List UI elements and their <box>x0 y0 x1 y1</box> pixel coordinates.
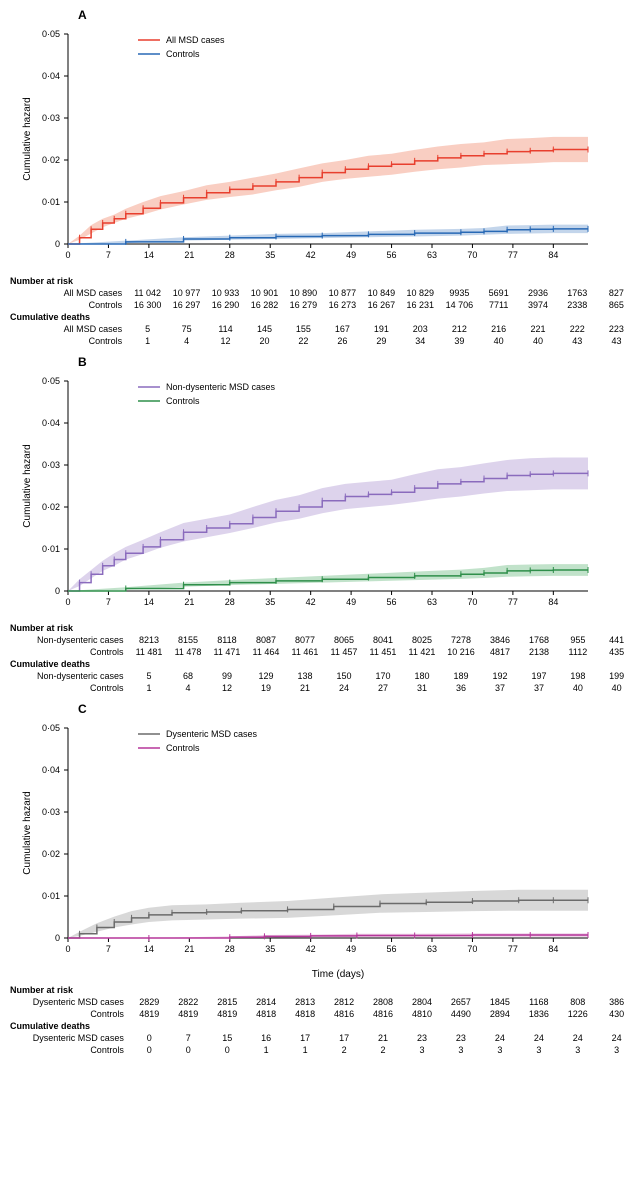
hazard-chart-B: 0 0·01 0·02 0·03 0·04 0·05 0 7 14 21 28 35 42 49 56 63 7… <box>8 371 608 615</box>
svg-text:63: 63 <box>427 250 437 260</box>
svg-text:21: 21 <box>184 250 194 260</box>
svg-text:0·05: 0·05 <box>42 376 60 386</box>
svg-text:42: 42 <box>306 250 316 260</box>
figure-root: A 0 0·01 0·02 0·03 0·04 0·05 0 7 14 21 28 35 42 49 56 63… <box>8 8 636 1056</box>
svg-text:0·05: 0·05 <box>42 29 60 39</box>
risk-table-B: Number at riskNon-dysenteric cases821381… <box>8 622 636 694</box>
svg-text:56: 56 <box>387 250 397 260</box>
svg-text:56: 56 <box>387 944 397 954</box>
risk-table-C: Number at riskDysenteric MSD cases282928… <box>8 984 636 1056</box>
svg-text:63: 63 <box>427 597 437 607</box>
svg-text:70: 70 <box>467 944 477 954</box>
svg-text:84: 84 <box>548 597 558 607</box>
svg-text:0·01: 0·01 <box>42 891 60 901</box>
svg-text:49: 49 <box>346 944 356 954</box>
panel-label: A <box>78 8 636 22</box>
hazard-chart-C: 0 0·01 0·02 0·03 0·04 0·05 0 7 14 21 28 35 42 49 56 63 7… <box>8 718 608 962</box>
panel-A: A 0 0·01 0·02 0·03 0·04 0·05 0 7 14 21 28 35 42 49 56 63… <box>8 8 636 347</box>
svg-text:0: 0 <box>55 239 60 249</box>
svg-text:56: 56 <box>387 597 397 607</box>
svg-text:0·04: 0·04 <box>42 765 60 775</box>
svg-text:42: 42 <box>306 944 316 954</box>
svg-text:0·01: 0·01 <box>42 544 60 554</box>
svg-text:28: 28 <box>225 597 235 607</box>
svg-text:0·01: 0·01 <box>42 197 60 207</box>
svg-text:0·04: 0·04 <box>42 418 60 428</box>
panel-C: C 0 0·01 0·02 0·03 0·04 0·05 0 7 14 21 28 35 42 49 56 63… <box>8 702 636 1056</box>
svg-text:70: 70 <box>467 250 477 260</box>
svg-text:Controls: Controls <box>166 396 200 406</box>
svg-text:35: 35 <box>265 250 275 260</box>
svg-text:Controls: Controls <box>166 49 200 59</box>
svg-text:0·02: 0·02 <box>42 849 60 859</box>
svg-text:0: 0 <box>55 933 60 943</box>
svg-text:14: 14 <box>144 597 154 607</box>
hazard-chart-A: 0 0·01 0·02 0·03 0·04 0·05 0 7 14 21 28 35 42 49 56 63 7… <box>8 24 608 268</box>
svg-text:21: 21 <box>184 597 194 607</box>
panel-B: B 0 0·01 0·02 0·03 0·04 0·05 0 7 14 21 28 35 42 49 56 63… <box>8 355 636 694</box>
risk-table-A: Number at riskAll MSD cases11 04210 9771… <box>8 275 636 347</box>
svg-text:0: 0 <box>55 586 60 596</box>
svg-text:14: 14 <box>144 250 154 260</box>
svg-text:35: 35 <box>265 597 275 607</box>
x-axis-title: Time (days) <box>68 969 608 980</box>
svg-text:0·02: 0·02 <box>42 155 60 165</box>
svg-text:84: 84 <box>548 250 558 260</box>
svg-text:28: 28 <box>225 944 235 954</box>
svg-text:49: 49 <box>346 597 356 607</box>
panel-label: C <box>78 702 636 716</box>
svg-text:0·03: 0·03 <box>42 807 60 817</box>
svg-text:77: 77 <box>508 250 518 260</box>
svg-text:7: 7 <box>106 944 111 954</box>
svg-text:Non-dysenteric MSD cases: Non-dysenteric MSD cases <box>166 382 276 392</box>
svg-text:35: 35 <box>265 944 275 954</box>
svg-text:70: 70 <box>467 597 477 607</box>
svg-text:14: 14 <box>144 944 154 954</box>
svg-text:Cumulative hazard: Cumulative hazard <box>22 791 33 874</box>
svg-text:Cumulative hazard: Cumulative hazard <box>22 444 33 527</box>
svg-text:77: 77 <box>508 944 518 954</box>
svg-text:84: 84 <box>548 944 558 954</box>
svg-text:28: 28 <box>225 250 235 260</box>
svg-text:0·03: 0·03 <box>42 460 60 470</box>
svg-text:Cumulative hazard: Cumulative hazard <box>22 97 33 180</box>
svg-text:49: 49 <box>346 250 356 260</box>
panel-label: B <box>78 355 636 369</box>
svg-text:0·03: 0·03 <box>42 113 60 123</box>
svg-text:77: 77 <box>508 597 518 607</box>
svg-text:42: 42 <box>306 597 316 607</box>
svg-text:All MSD cases: All MSD cases <box>166 35 225 45</box>
svg-text:0: 0 <box>65 944 70 954</box>
svg-text:0: 0 <box>65 250 70 260</box>
svg-text:0·04: 0·04 <box>42 71 60 81</box>
svg-text:21: 21 <box>184 944 194 954</box>
svg-text:63: 63 <box>427 944 437 954</box>
svg-text:Dysenteric MSD cases: Dysenteric MSD cases <box>166 729 258 739</box>
svg-text:0: 0 <box>65 597 70 607</box>
svg-text:7: 7 <box>106 597 111 607</box>
svg-text:0·02: 0·02 <box>42 502 60 512</box>
svg-text:0·05: 0·05 <box>42 723 60 733</box>
svg-text:7: 7 <box>106 250 111 260</box>
svg-text:Controls: Controls <box>166 743 200 753</box>
